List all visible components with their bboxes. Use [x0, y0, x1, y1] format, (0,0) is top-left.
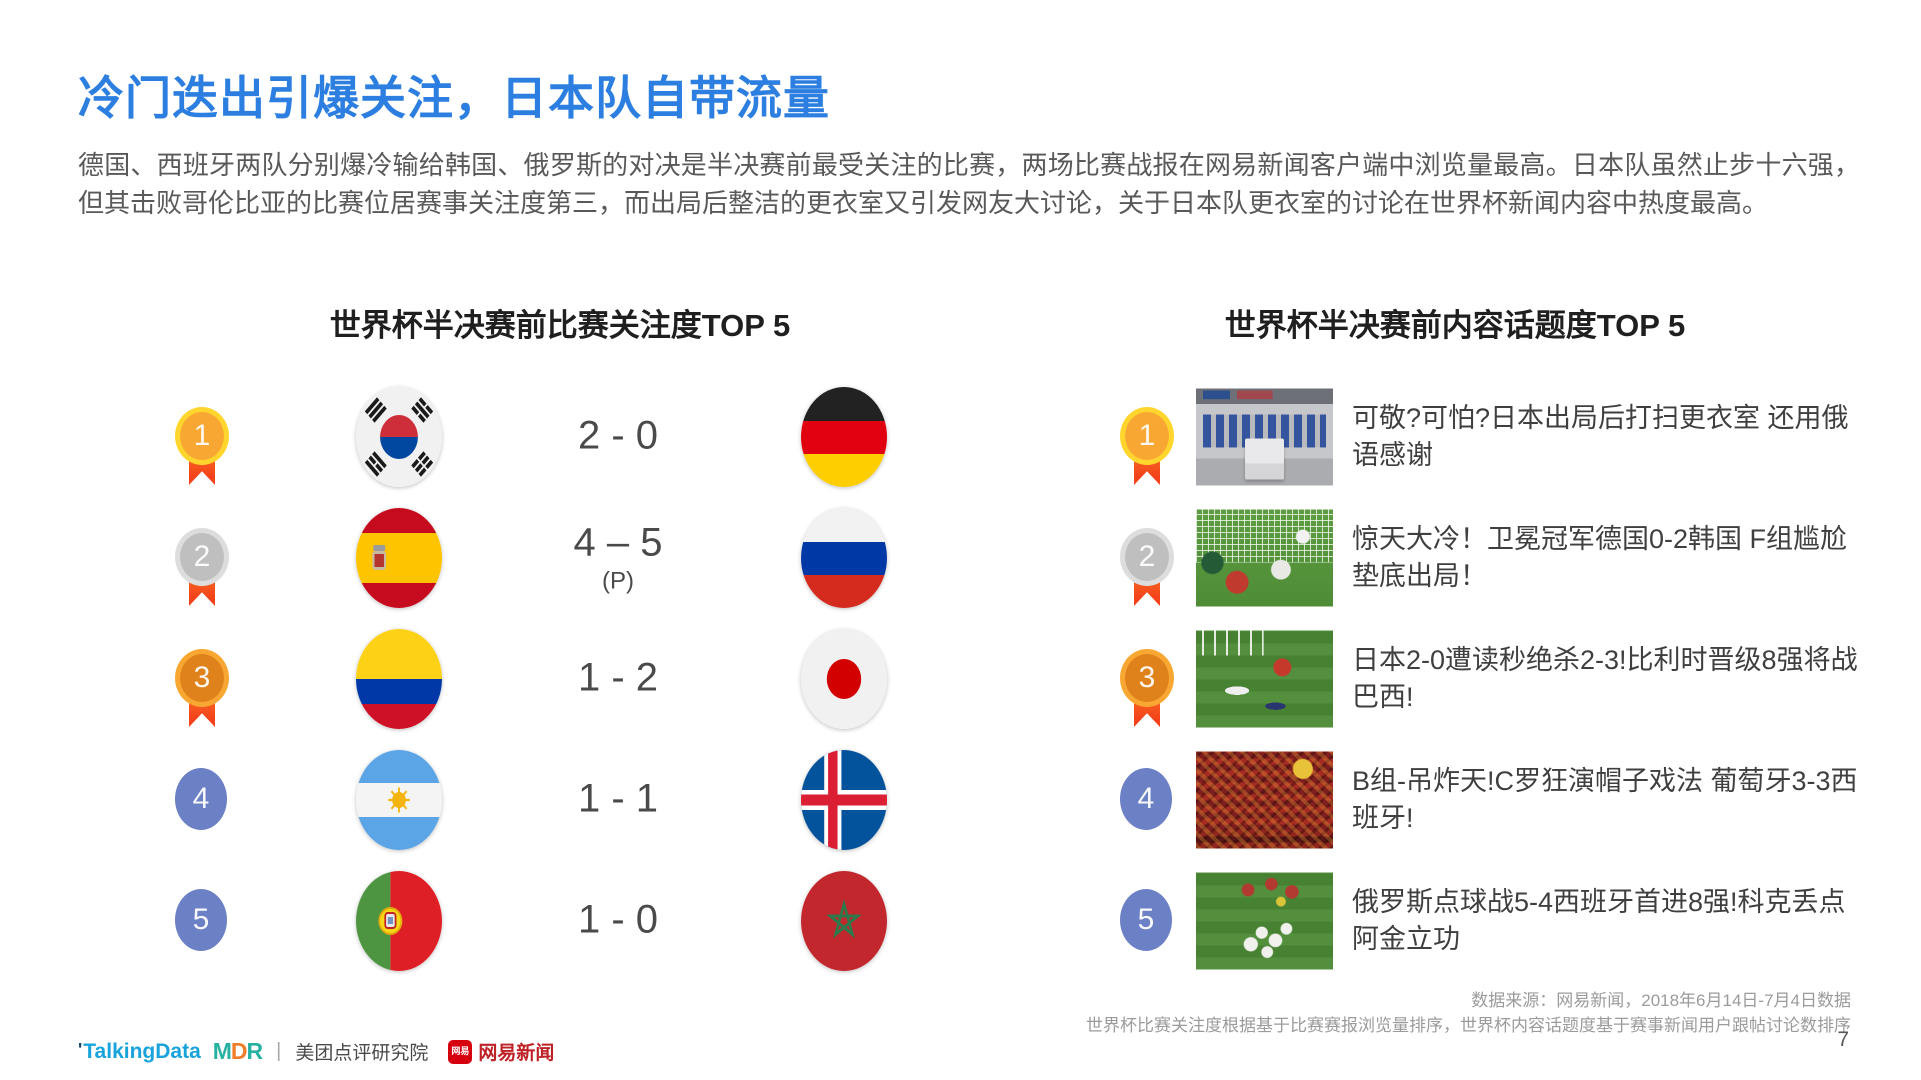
match-score: 1 - 1: [518, 776, 718, 823]
source-line-1: 数据来源：网易新闻，2018年6月14日-7月4日数据: [1471, 991, 1851, 1010]
rank-number: 3: [175, 649, 229, 707]
score-text: 1 - 2: [577, 655, 659, 699]
news-headline: B组-吊炸天!C罗狂演帽子戏法 葡萄牙3-3西班牙!: [1352, 765, 1858, 833]
left-column-header: 世界杯半决赛前比赛关注度TOP 5: [329, 308, 791, 343]
match-row-3: 3 1 - 2: [0, 618, 1921, 739]
news-thumbnail-goal-scene: [1196, 509, 1333, 606]
logo-bar: 'TalkingData MDR | 美团点评研究院 网易 网易新闻: [78, 1038, 554, 1065]
news-headline: 俄罗斯点球战5-4西班牙首进8强!科克丢点阿金立功: [1352, 886, 1846, 954]
score-text: 4 – 5: [573, 520, 663, 564]
news-row-3: 3 日本2-0遭读秒绝杀2-3!比利时晋级8强将战巴西!: [0, 618, 1921, 739]
match-row-5: 5 1 - 0: [0, 860, 1921, 981]
netease-news-text: 网易新闻: [478, 1043, 555, 1064]
flag-morocco-icon: [801, 870, 887, 971]
score-text: 1 - 0: [577, 897, 659, 941]
flag-iceland-icon: [801, 749, 887, 850]
bronze-medal-icon: 3: [1120, 649, 1174, 733]
score-text: 2 - 0: [577, 413, 659, 457]
netease-badge-icon: 网易: [448, 1039, 473, 1064]
summary-paragraph: 德国、西班牙两队分别爆冷输给韩国、俄罗斯的对决是半决赛前最受关注的比赛，两场比赛…: [78, 150, 1860, 218]
news-row-4: 4 B组-吊炸天!C罗狂演帽子戏法 葡萄牙3-3西班牙!: [0, 739, 1921, 860]
gold-medal-icon: 1: [1120, 407, 1174, 491]
rank-number: 3: [1120, 649, 1174, 707]
match-row-1: 1 2 - 0: [0, 376, 1921, 497]
score-note: (P): [602, 567, 634, 594]
netease-news-logo: 网易 网易新闻: [448, 1038, 554, 1065]
talkingdata-text: TalkingData: [83, 1039, 201, 1063]
rank-badge: 5: [1120, 889, 1172, 951]
rank-badge: 4: [1120, 768, 1172, 830]
mdr-logo: MDR: [212, 1038, 263, 1064]
match-score: 2 - 0: [518, 413, 718, 460]
bronze-medal-icon: 3: [175, 649, 229, 733]
rank-number: 1: [1120, 407, 1174, 465]
news-thumbnail-celebration: [1196, 872, 1333, 969]
logo-divider: |: [276, 1040, 282, 1062]
gold-medal-icon: 1: [175, 407, 229, 491]
news-row-1: 1 可敬?可怕?日本出局后打扫更衣室 还用俄语感谢: [0, 376, 1921, 497]
rank-number: 2: [175, 528, 229, 586]
talkingdata-logo: 'TalkingData: [78, 1040, 201, 1064]
flag-japan-icon: [801, 628, 887, 729]
rank-badge: 5: [175, 889, 227, 951]
news-thumbnail-red-fans: [1196, 751, 1333, 848]
news-thumbnail-players-down: [1196, 630, 1333, 727]
match-row-4: 4 1 - 1: [0, 739, 1921, 860]
match-score: 1 - 2: [518, 655, 718, 702]
silver-medal-icon: 2: [175, 528, 229, 612]
right-column-header: 世界杯半决赛前内容话题度TOP 5: [1224, 308, 1686, 343]
match-score: 4 – 5 (P): [518, 520, 718, 595]
silver-medal-icon: 2: [1120, 528, 1174, 612]
rank-badge: 4: [175, 768, 227, 830]
news-headline: 可敬?可怕?日本出局后打扫更衣室 还用俄语感谢: [1352, 402, 1849, 470]
meituan-dianping-institute-logo: 美团点评研究院: [295, 1043, 429, 1064]
rank-number: 2: [1120, 528, 1174, 586]
source-line-2: 世界杯比赛关注度根据基于比赛赛报浏览量排序，世界杯内容话题度基于赛事新闻用户跟帖…: [1086, 1016, 1851, 1035]
match-score: 1 - 0: [518, 897, 718, 944]
flag-south-korea-icon: [356, 386, 442, 487]
page-title: 冷门迭出引爆关注，日本队自带流量: [78, 72, 830, 124]
score-text: 1 - 1: [577, 776, 659, 820]
match-row-2: 2 4 – 5 (P): [0, 497, 1921, 618]
news-thumbnail-locker-room: [1196, 388, 1333, 485]
data-source-note: 数据来源：网易新闻，2018年6月14日-7月4日数据 世界杯比赛关注度根据基于…: [1086, 988, 1851, 1038]
news-row-2: 2 惊天大冷！卫冕冠军德国0-2韩国 F组尴尬垫底出局！: [0, 497, 1921, 618]
news-headline: 日本2-0遭读秒绝杀2-3!比利时晋级8强将战巴西!: [1352, 644, 1858, 712]
page-number: 7: [1837, 1028, 1849, 1051]
talkingdata-tick-icon: ': [78, 1039, 83, 1060]
rank-number: 1: [175, 407, 229, 465]
news-row-5: 5 俄罗斯点球战5-4西班牙首进8强!科克丢点阿金立功: [0, 860, 1921, 981]
news-headline: 惊天大冷！卫冕冠军德国0-2韩国 F组尴尬垫底出局！: [1352, 523, 1848, 591]
